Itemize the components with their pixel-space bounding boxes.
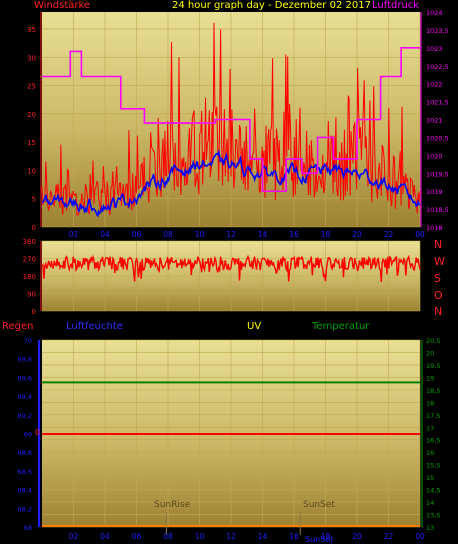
direction-tick-label: 360 [23,238,36,246]
temperature-tick-label: 15 [426,474,434,482]
x-tick-label: 10 [195,532,205,541]
pressure-tick-label: 1018 [426,224,443,232]
x-tick-label: 04 [100,532,110,541]
x-tick-label: 08 [163,532,173,541]
x-tick-label: 00 [415,230,425,239]
x-tick-label: 16 [289,230,299,239]
temperature-tick-label: 16 [426,449,434,457]
x-tick-label: 20 [352,230,362,239]
humidity-tick-label: 68,2 [18,505,32,513]
temperature-tick-label: 18,5 [426,387,440,395]
pressure-tick-label: 1023,5 [426,27,449,35]
wind-tick-label: 20 [27,111,36,119]
humidity-tick-label: 69 [24,431,32,439]
humidity-tick-label: 69,6 [18,374,32,382]
wind-tick-label: 10 [27,167,36,175]
x-tick-label: 14 [258,230,268,239]
x-tick-label: 12 [226,230,236,239]
x-tick-label: 02 [69,532,79,541]
temperature-tick-label: 20 [426,349,434,357]
temperature-tick-label: 20,5 [426,337,440,345]
humidity-tick-label: 69,2 [18,412,32,420]
temperature-tick-label: 17 [426,424,434,432]
humidity-tick-label: 68,6 [18,468,32,476]
x-tick-label: 18 [321,230,331,239]
direction-tick-label: 0 [32,308,36,316]
temperature-tick-label: 13,5 [426,512,440,520]
direction-series-line [41,254,421,282]
temperature-tick-label: 17,5 [426,412,440,420]
wind-tick-label: 35 [27,26,36,34]
humidity-tick-label: 68,4 [18,487,32,495]
x-tick-label: 22 [384,532,394,541]
x-tick-label: 18 [321,532,331,541]
average-series-line [41,149,421,218]
humidity-tick-label: 68 [24,524,32,532]
temperature-tick-label: 15,5 [426,462,440,470]
pressure-tick-label: 1023 [426,45,443,53]
pressure-tick-label: 1022 [426,81,443,89]
x-tick-label: 16 [289,532,299,541]
direction-tick-label: 270 [23,256,36,264]
wind-tick-label: 25 [27,83,36,91]
pressure-series-line [42,47,420,192]
direction-tick-label: 90 [27,291,36,299]
temperature-tick-label: 16,5 [426,437,440,445]
x-tick-label: 04 [100,230,110,239]
humidity-tick-label: 69,8 [18,356,32,364]
pressure-tick-label: 1024 [426,9,443,17]
x-tick-label: 12 [226,532,236,541]
pressure-tick-label: 1019,5 [426,170,449,178]
x-tick-label: 02 [69,230,79,239]
temperature-tick-label: 19,5 [426,362,440,370]
pressure-tick-label: 1021 [426,117,443,125]
wind-tick-label: 30 [27,54,36,62]
x-tick-label: 22 [384,230,394,239]
pressure-tick-label: 1020,5 [426,134,449,142]
pressure-tick-label: 1019 [426,188,443,196]
temperature-tick-label: 14 [426,499,434,507]
humidity-tick-label: 70 [24,337,32,345]
x-tick-label: 20 [352,532,362,541]
x-tick-label: 06 [132,532,142,541]
humidity-tick-label: 69,4 [18,393,32,401]
pressure-tick-label: 1021,5 [426,99,449,107]
temperature-tick-label: 19 [426,374,434,382]
x-tick-label: 08 [163,230,173,239]
wind-tick-label: 5 [32,196,36,204]
temperature-tick-label: 18 [426,399,434,407]
temperature-tick-label: 14,5 [426,487,440,495]
pressure-tick-label: 1022,5 [426,63,449,71]
direction-tick-label: 180 [23,273,36,281]
pressure-tick-label: 1018,5 [426,206,449,214]
wind-tick-label: 0 [32,224,36,232]
x-tick-label: 14 [258,532,268,541]
temperature-tick-label: 13 [426,524,434,532]
humidity-tick-label: 68,8 [18,449,32,457]
pressure-tick-label: 1020 [426,152,443,160]
x-tick-label: 10 [195,230,205,239]
x-tick-label: 06 [132,230,142,239]
wind-tick-label: 15 [27,139,36,147]
x-tick-label: 00 [415,532,425,541]
